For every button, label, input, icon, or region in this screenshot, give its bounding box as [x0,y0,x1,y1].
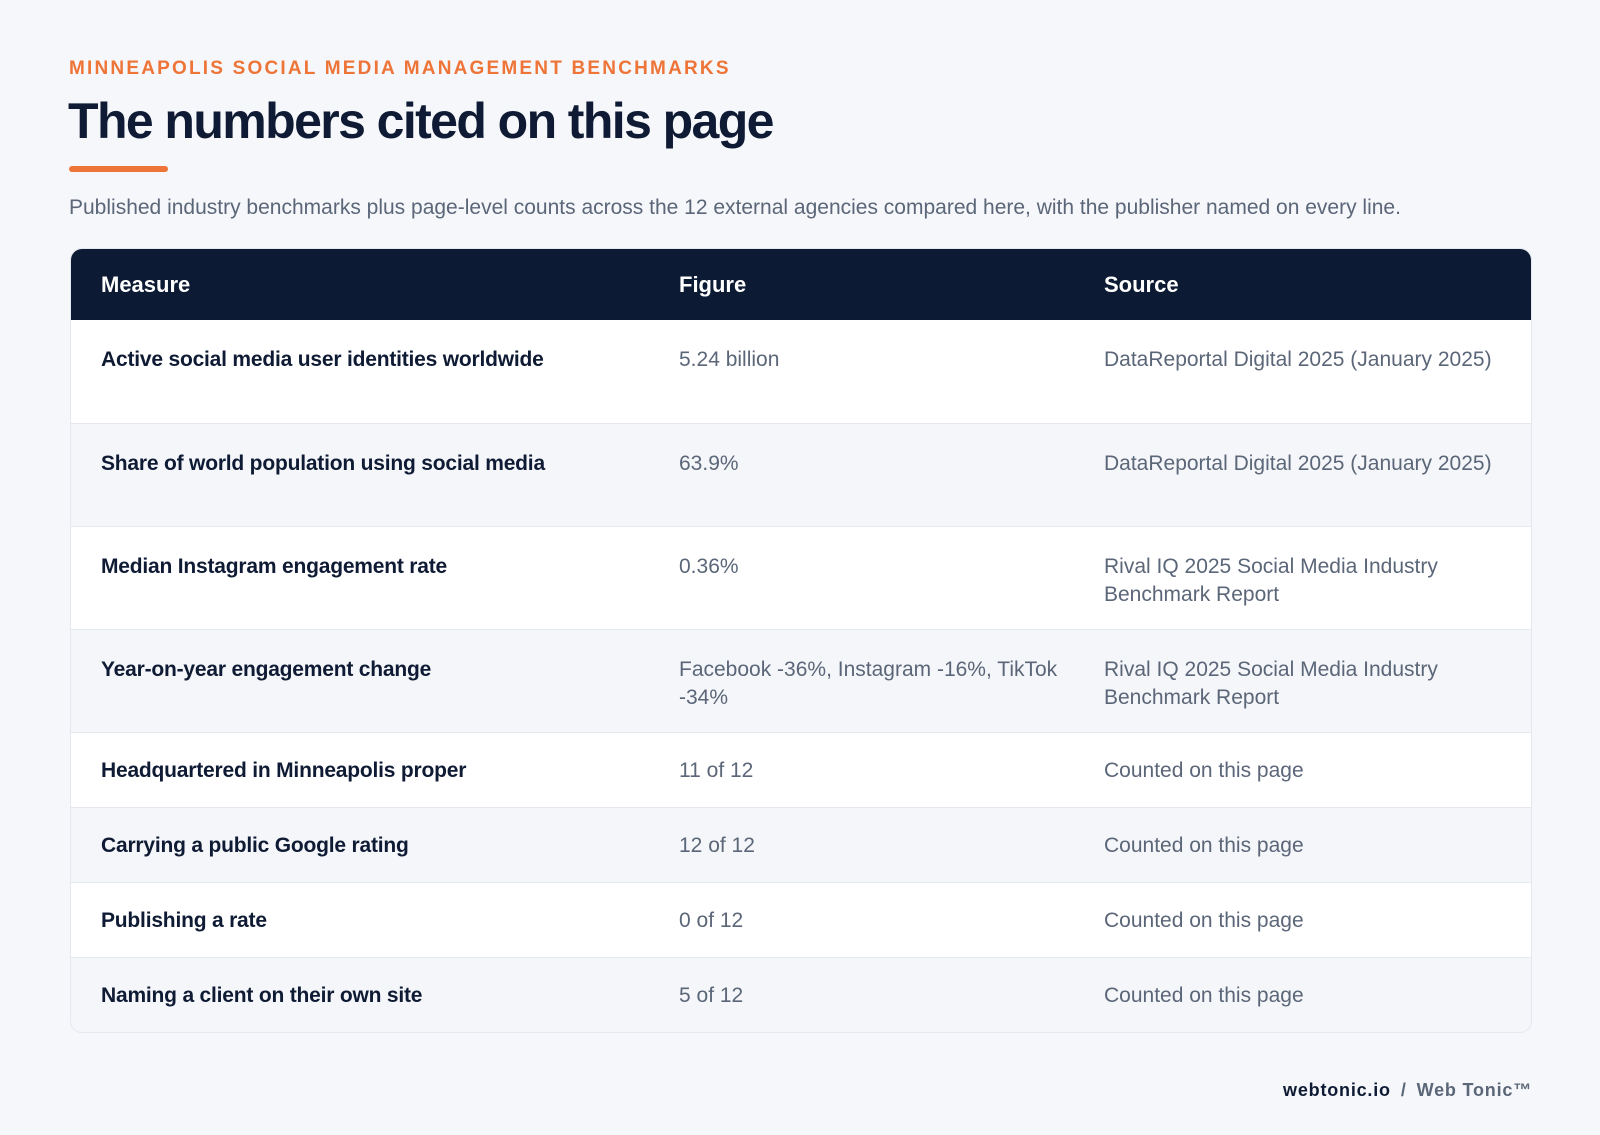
footer-brand: Web Tonic™ [1416,1080,1532,1100]
table-row: Carrying a public Google rating 12 of 12… [71,807,1531,882]
cell-figure: 63.9% [679,452,739,475]
table-row: Publishing a rate 0 of 12 Counted on thi… [71,882,1531,957]
column-header-figure: Figure [679,271,747,297]
cell-measure: Active social media user identities worl… [101,348,544,371]
table-row: Share of world population using social m… [71,423,1531,526]
cell-source: DataReportal Digital 2025 (January 2025) [1104,452,1492,475]
cell-measure: Naming a client on their own site [101,984,423,1007]
table-row: Year-on-year engagement change Facebook … [71,629,1531,732]
cell-source: Counted on this page [1104,759,1304,782]
column-header-measure: Measure [101,271,191,297]
footer-domain[interactable]: webtonic.io [1283,1080,1391,1100]
cell-figure: 11 of 12 [679,759,754,782]
table-row: Headquartered in Minneapolis proper 11 o… [71,732,1531,807]
cell-figure: 12 of 12 [679,834,755,857]
cell-figure: 0.36% [679,555,739,578]
cell-source: Counted on this page [1104,834,1304,857]
page-subtitle: Published industry benchmarks plus page-… [69,196,1401,219]
cell-figure: Facebook -36%, Instagram -16%, TikTok -3… [679,658,1058,709]
cell-measure: Share of world population using social m… [101,452,545,475]
page-title: The numbers cited on this page [68,93,774,149]
cell-source: Rival IQ 2025 Social Media Industry Benc… [1104,555,1438,606]
cell-measure: Year-on-year engagement change [101,658,432,681]
footer-credit: webtonic.io / Web Tonic™ [1283,1080,1532,1101]
cell-measure: Carrying a public Google rating [101,834,409,857]
table-row: Median Instagram engagement rate 0.36% R… [71,526,1531,629]
cell-measure: Median Instagram engagement rate [101,555,448,578]
table-row: Active social media user identities worl… [71,320,1531,423]
table-body: Active social media user identities worl… [71,320,1531,1032]
column-header-source: Source [1104,271,1179,297]
cell-measure: Headquartered in Minneapolis proper [101,759,467,782]
cell-source: Counted on this page [1104,909,1304,932]
cell-measure: Publishing a rate [101,909,267,932]
cell-figure: 5 of 12 [679,984,744,1007]
eyebrow-label: MINNEAPOLIS SOCIAL MEDIA MANAGEMENT BENC… [69,58,731,79]
cell-source: DataReportal Digital 2025 (January 2025) [1104,348,1492,371]
benchmarks-table: Measure Figure Source Active social medi… [70,248,1532,1033]
table-row: Naming a client on their own site 5 of 1… [71,957,1531,1032]
cell-source: Counted on this page [1104,984,1304,1007]
cell-source: Rival IQ 2025 Social Media Industry Benc… [1104,658,1438,709]
table-header: Measure Figure Source [71,249,1531,320]
cell-figure: 5.24 billion [679,348,780,371]
footer-separator: / [1400,1080,1407,1100]
cell-figure: 0 of 12 [679,909,744,932]
title-underline [69,166,168,172]
